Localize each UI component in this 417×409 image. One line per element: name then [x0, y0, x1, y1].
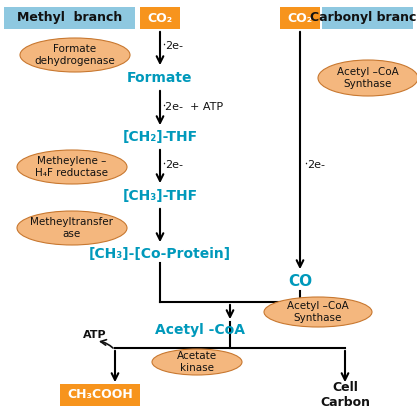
Text: Formate
dehydrogenase: Formate dehydrogenase	[35, 44, 116, 66]
Text: Acetate
kinase: Acetate kinase	[177, 351, 217, 373]
FancyBboxPatch shape	[140, 7, 180, 29]
FancyBboxPatch shape	[280, 7, 320, 29]
Text: Carbonyl branch: Carbonyl branch	[310, 11, 417, 25]
Text: CO: CO	[288, 274, 312, 290]
Ellipse shape	[17, 150, 127, 184]
Text: CO₂: CO₂	[287, 11, 313, 25]
Text: ATP: ATP	[83, 330, 107, 340]
Text: CO₂: CO₂	[148, 11, 173, 25]
Ellipse shape	[17, 211, 127, 245]
Text: [CH₂]-THF: [CH₂]-THF	[123, 130, 198, 144]
Text: 2e-  + ATP: 2e- + ATP	[165, 102, 223, 112]
Text: Metheyltransfer
ase: Metheyltransfer ase	[30, 217, 113, 239]
Text: [CH₃]-THF: [CH₃]-THF	[123, 189, 198, 203]
FancyBboxPatch shape	[322, 7, 413, 29]
Text: Formate: Formate	[127, 71, 193, 85]
Text: 2e-: 2e-	[165, 41, 183, 51]
Text: Acetyl –CoA
Synthase: Acetyl –CoA Synthase	[287, 301, 349, 323]
Text: [CH₃]-[Co-Protein]: [CH₃]-[Co-Protein]	[89, 247, 231, 261]
Text: Cell
Carbon: Cell Carbon	[320, 381, 370, 409]
FancyBboxPatch shape	[60, 384, 140, 406]
FancyBboxPatch shape	[4, 7, 135, 29]
Text: CH₃COOH: CH₃COOH	[67, 389, 133, 402]
Text: 2e-: 2e-	[307, 160, 325, 170]
Ellipse shape	[264, 297, 372, 327]
Text: Acetyl –CoA
Synthase: Acetyl –CoA Synthase	[337, 67, 399, 89]
Ellipse shape	[318, 60, 417, 96]
Ellipse shape	[152, 349, 242, 375]
Text: Metheylene –
H₄F reductase: Metheylene – H₄F reductase	[35, 156, 108, 178]
Ellipse shape	[20, 38, 130, 72]
Text: Methyl  branch: Methyl branch	[17, 11, 122, 25]
Text: Acetyl -CoA: Acetyl -CoA	[155, 323, 245, 337]
Text: 2e-: 2e-	[165, 160, 183, 170]
